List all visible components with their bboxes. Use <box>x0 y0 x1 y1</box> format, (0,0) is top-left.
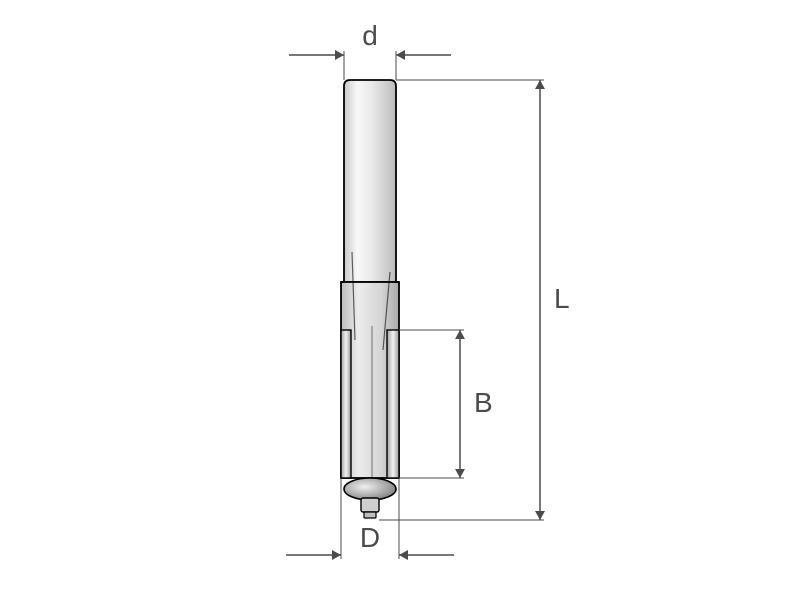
router-bit-diagram: d D L B <box>0 0 800 600</box>
dim-B-label: B <box>474 387 493 418</box>
dim-L-label: L <box>554 283 570 314</box>
dim-d-label: d <box>362 20 378 51</box>
dim-D-label: D <box>360 522 380 553</box>
